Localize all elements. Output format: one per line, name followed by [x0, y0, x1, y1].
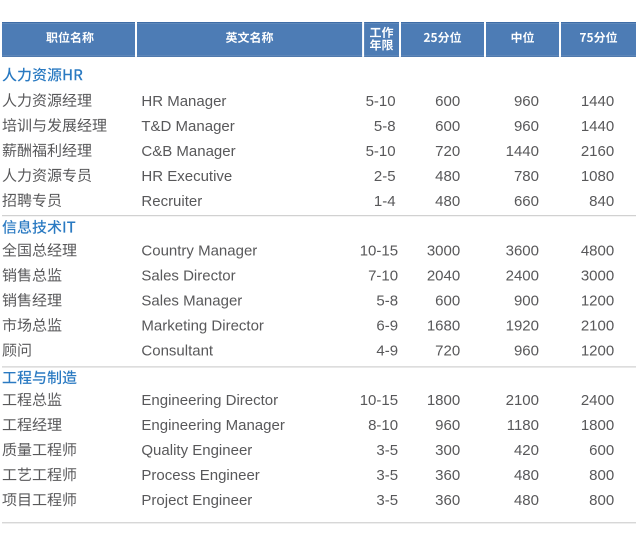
svg-text:4-9: 4-9 — [376, 343, 398, 360]
svg-text:600: 600 — [435, 93, 460, 110]
svg-text:840: 840 — [589, 193, 614, 210]
svg-text:780: 780 — [514, 168, 539, 185]
svg-text:Engineering Manager: Engineering Manager — [141, 417, 284, 434]
svg-text:800: 800 — [589, 492, 614, 509]
svg-text:10-15: 10-15 — [360, 243, 398, 260]
svg-text:2160: 2160 — [581, 143, 614, 160]
svg-text:Quality Engineer: Quality Engineer — [141, 442, 252, 459]
svg-text:1440: 1440 — [581, 93, 614, 110]
svg-text:7-10: 7-10 — [368, 268, 398, 285]
svg-text:480: 480 — [435, 168, 460, 185]
svg-text:1-4: 1-4 — [374, 193, 396, 210]
svg-text:1680: 1680 — [427, 318, 460, 335]
svg-text:C&B Manager: C&B Manager — [141, 143, 235, 160]
svg-text:1080: 1080 — [581, 168, 614, 185]
svg-text:960: 960 — [514, 343, 539, 360]
svg-text:1440: 1440 — [581, 118, 614, 135]
svg-text:960: 960 — [514, 118, 539, 135]
svg-text:2100: 2100 — [506, 392, 539, 409]
svg-text:5-10: 5-10 — [366, 93, 396, 110]
svg-text:1440: 1440 — [506, 143, 539, 160]
svg-text:3000: 3000 — [427, 243, 460, 260]
svg-text:660: 660 — [514, 193, 539, 210]
svg-text:1920: 1920 — [506, 318, 539, 335]
svg-text:960: 960 — [435, 417, 460, 434]
svg-text:HR Executive: HR Executive — [141, 168, 232, 185]
svg-text:2-5: 2-5 — [374, 168, 396, 185]
svg-text:720: 720 — [435, 343, 460, 360]
svg-text:T&D Manager: T&D Manager — [141, 118, 234, 135]
svg-text:3000: 3000 — [581, 268, 614, 285]
svg-text:600: 600 — [435, 293, 460, 310]
svg-text:360: 360 — [435, 492, 460, 509]
svg-text:480: 480 — [435, 193, 460, 210]
svg-text:600: 600 — [435, 118, 460, 135]
svg-text:480: 480 — [514, 467, 539, 484]
svg-text:3-5: 3-5 — [376, 442, 398, 459]
svg-text:5-8: 5-8 — [374, 118, 396, 135]
svg-text:5-8: 5-8 — [376, 293, 398, 310]
svg-text:1200: 1200 — [581, 293, 614, 310]
svg-text:1200: 1200 — [581, 343, 614, 360]
svg-text:3-5: 3-5 — [376, 492, 398, 509]
svg-text:300: 300 — [435, 442, 460, 459]
svg-text:Consultant: Consultant — [141, 343, 214, 360]
svg-text:960: 960 — [514, 93, 539, 110]
svg-text:8-10: 8-10 — [368, 417, 398, 434]
svg-text:Recruiter: Recruiter — [141, 193, 202, 210]
svg-text:360: 360 — [435, 467, 460, 484]
svg-text:Process Engineer: Process Engineer — [141, 467, 259, 484]
svg-text:1180: 1180 — [507, 417, 539, 434]
svg-text:Marketing Director: Marketing Director — [141, 318, 264, 335]
svg-text:Sales Director: Sales Director — [141, 268, 235, 285]
svg-text:HR Manager: HR Manager — [141, 93, 226, 110]
svg-text:3600: 3600 — [506, 243, 539, 260]
svg-text:Engineering Director: Engineering Director — [141, 392, 278, 409]
svg-text:600: 600 — [589, 442, 614, 459]
svg-text:480: 480 — [514, 492, 539, 509]
svg-text:5-10: 5-10 — [366, 143, 396, 160]
svg-text:Country Manager: Country Manager — [141, 243, 257, 260]
svg-text:10-15: 10-15 — [360, 392, 398, 409]
svg-text:2040: 2040 — [427, 268, 460, 285]
svg-text:900: 900 — [514, 293, 539, 310]
svg-text:2400: 2400 — [506, 268, 539, 285]
svg-text:420: 420 — [514, 442, 539, 459]
svg-text:4800: 4800 — [581, 243, 614, 260]
svg-text:800: 800 — [589, 467, 614, 484]
svg-text:Project Engineer: Project Engineer — [141, 492, 252, 509]
svg-text:3-5: 3-5 — [376, 467, 398, 484]
svg-text:6-9: 6-9 — [376, 318, 398, 335]
svg-text:2100: 2100 — [581, 318, 614, 335]
svg-text:720: 720 — [435, 143, 460, 160]
svg-text:Sales Manager: Sales Manager — [141, 293, 242, 310]
svg-text:2400: 2400 — [581, 392, 614, 409]
svg-text:1800: 1800 — [427, 392, 460, 409]
svg-text:1800: 1800 — [581, 417, 614, 434]
